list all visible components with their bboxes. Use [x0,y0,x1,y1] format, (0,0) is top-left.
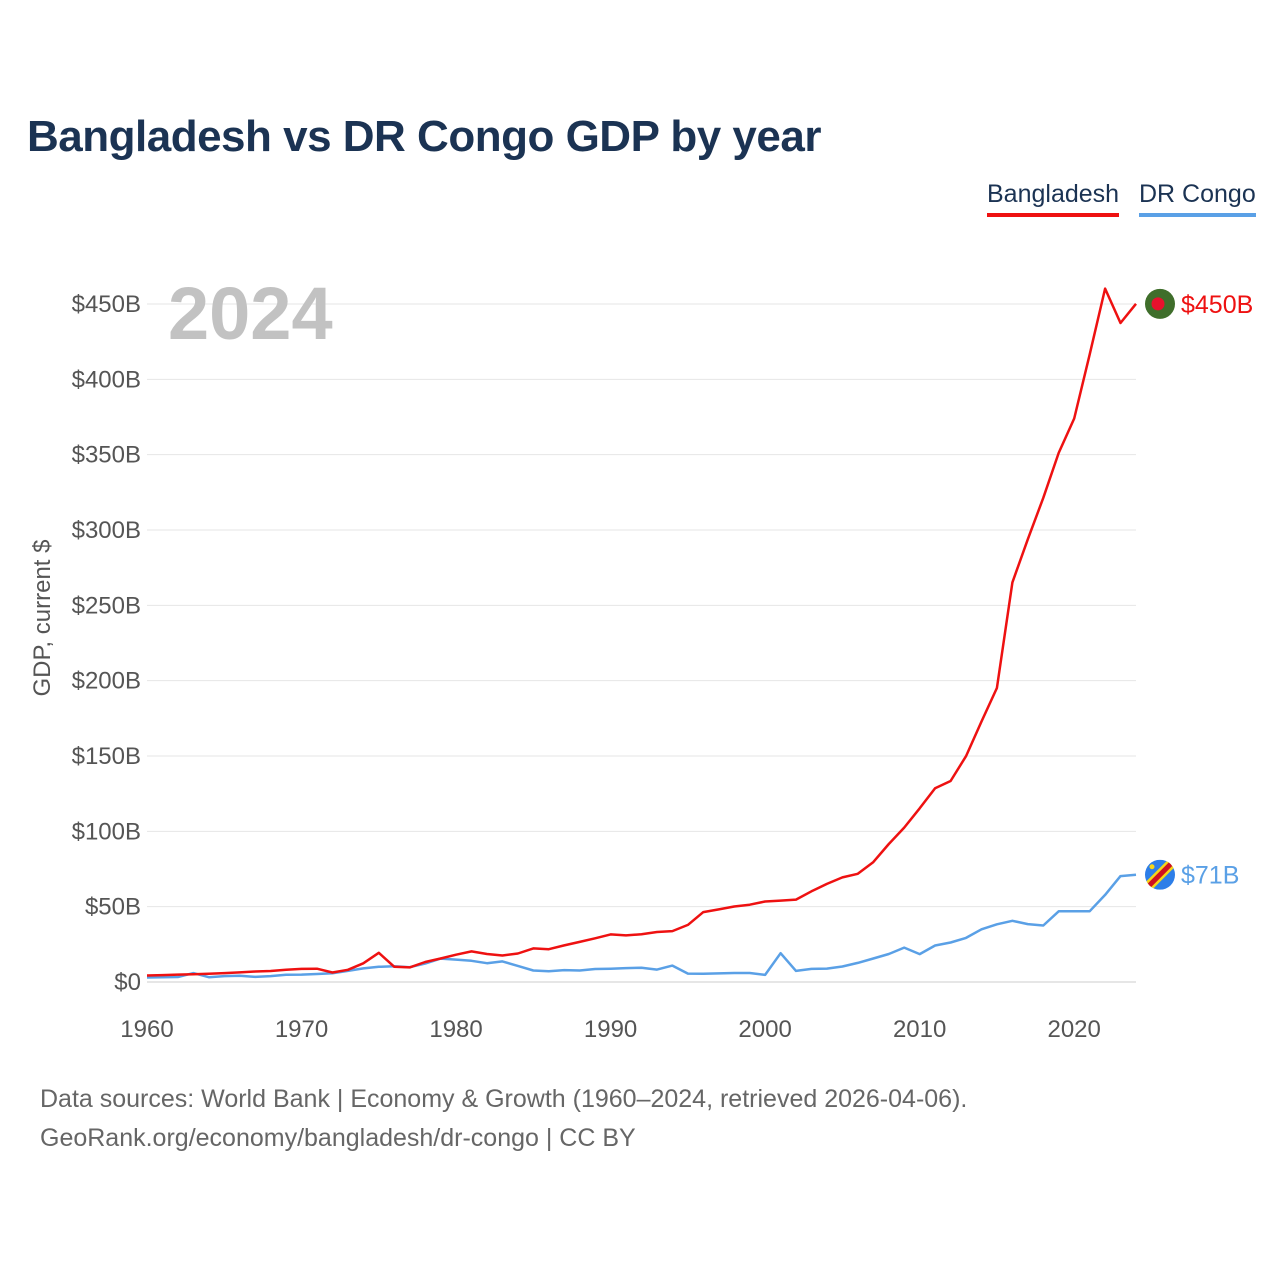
y-tick-label: $400B [72,366,141,393]
dr-congo-end-value: $71B [1181,862,1239,890]
chart-title: Bangladesh vs DR Congo GDP by year [27,112,821,161]
y-axis-ticks: $0 $50B $100B $150B $200B $250B $300B $350B $400… [72,291,141,996]
x-tick-label: 1990 [584,1016,637,1043]
grid-lines [147,303,1136,983]
y-tick-label: $450B [72,291,141,318]
y-tick-label: $0 [114,969,141,996]
bangladesh-flag-icon [1145,288,1175,319]
y-tick-label: $100B [72,818,141,845]
y-tick-label: $350B [72,442,141,469]
y-tick-label: $200B [72,668,141,695]
legend-item-bangladesh[interactable]: Bangladesh [987,180,1120,217]
x-tick-label: 1960 [120,1016,173,1043]
series-line-dr-congo [146,873,1137,979]
year-label: 2024 [168,272,333,355]
data-sources-text: Data sources: World Bank | Economy & Gro… [40,1085,968,1113]
end-markers: $450B $71B [1145,288,1253,890]
x-tick-label: 1980 [429,1016,482,1043]
y-tick-label: $150B [72,743,141,770]
x-tick-label: 1970 [275,1016,328,1043]
y-axis-label: GDP, current $ [29,540,56,697]
source-link-text[interactable]: GeoRank.org/economy/bangladesh/dr-congo … [40,1124,636,1152]
dr-congo-flag-icon [1145,859,1175,890]
y-tick-label: $250B [72,592,141,619]
series-lines [146,287,1137,979]
x-tick-label: 2010 [893,1016,946,1043]
series-line-bangladesh [146,287,1137,977]
x-tick-label: 2020 [1047,1016,1100,1043]
x-axis-ticks: 1960 1970 1980 1990 2000 2010 2020 [120,1016,1101,1043]
y-tick-label: $50B [85,894,141,921]
bangladesh-end-value: $450B [1181,291,1253,319]
x-tick-label: 2000 [738,1016,791,1043]
legend-item-dr-congo[interactable]: DR Congo [1139,180,1256,217]
y-tick-label: $300B [72,517,141,544]
